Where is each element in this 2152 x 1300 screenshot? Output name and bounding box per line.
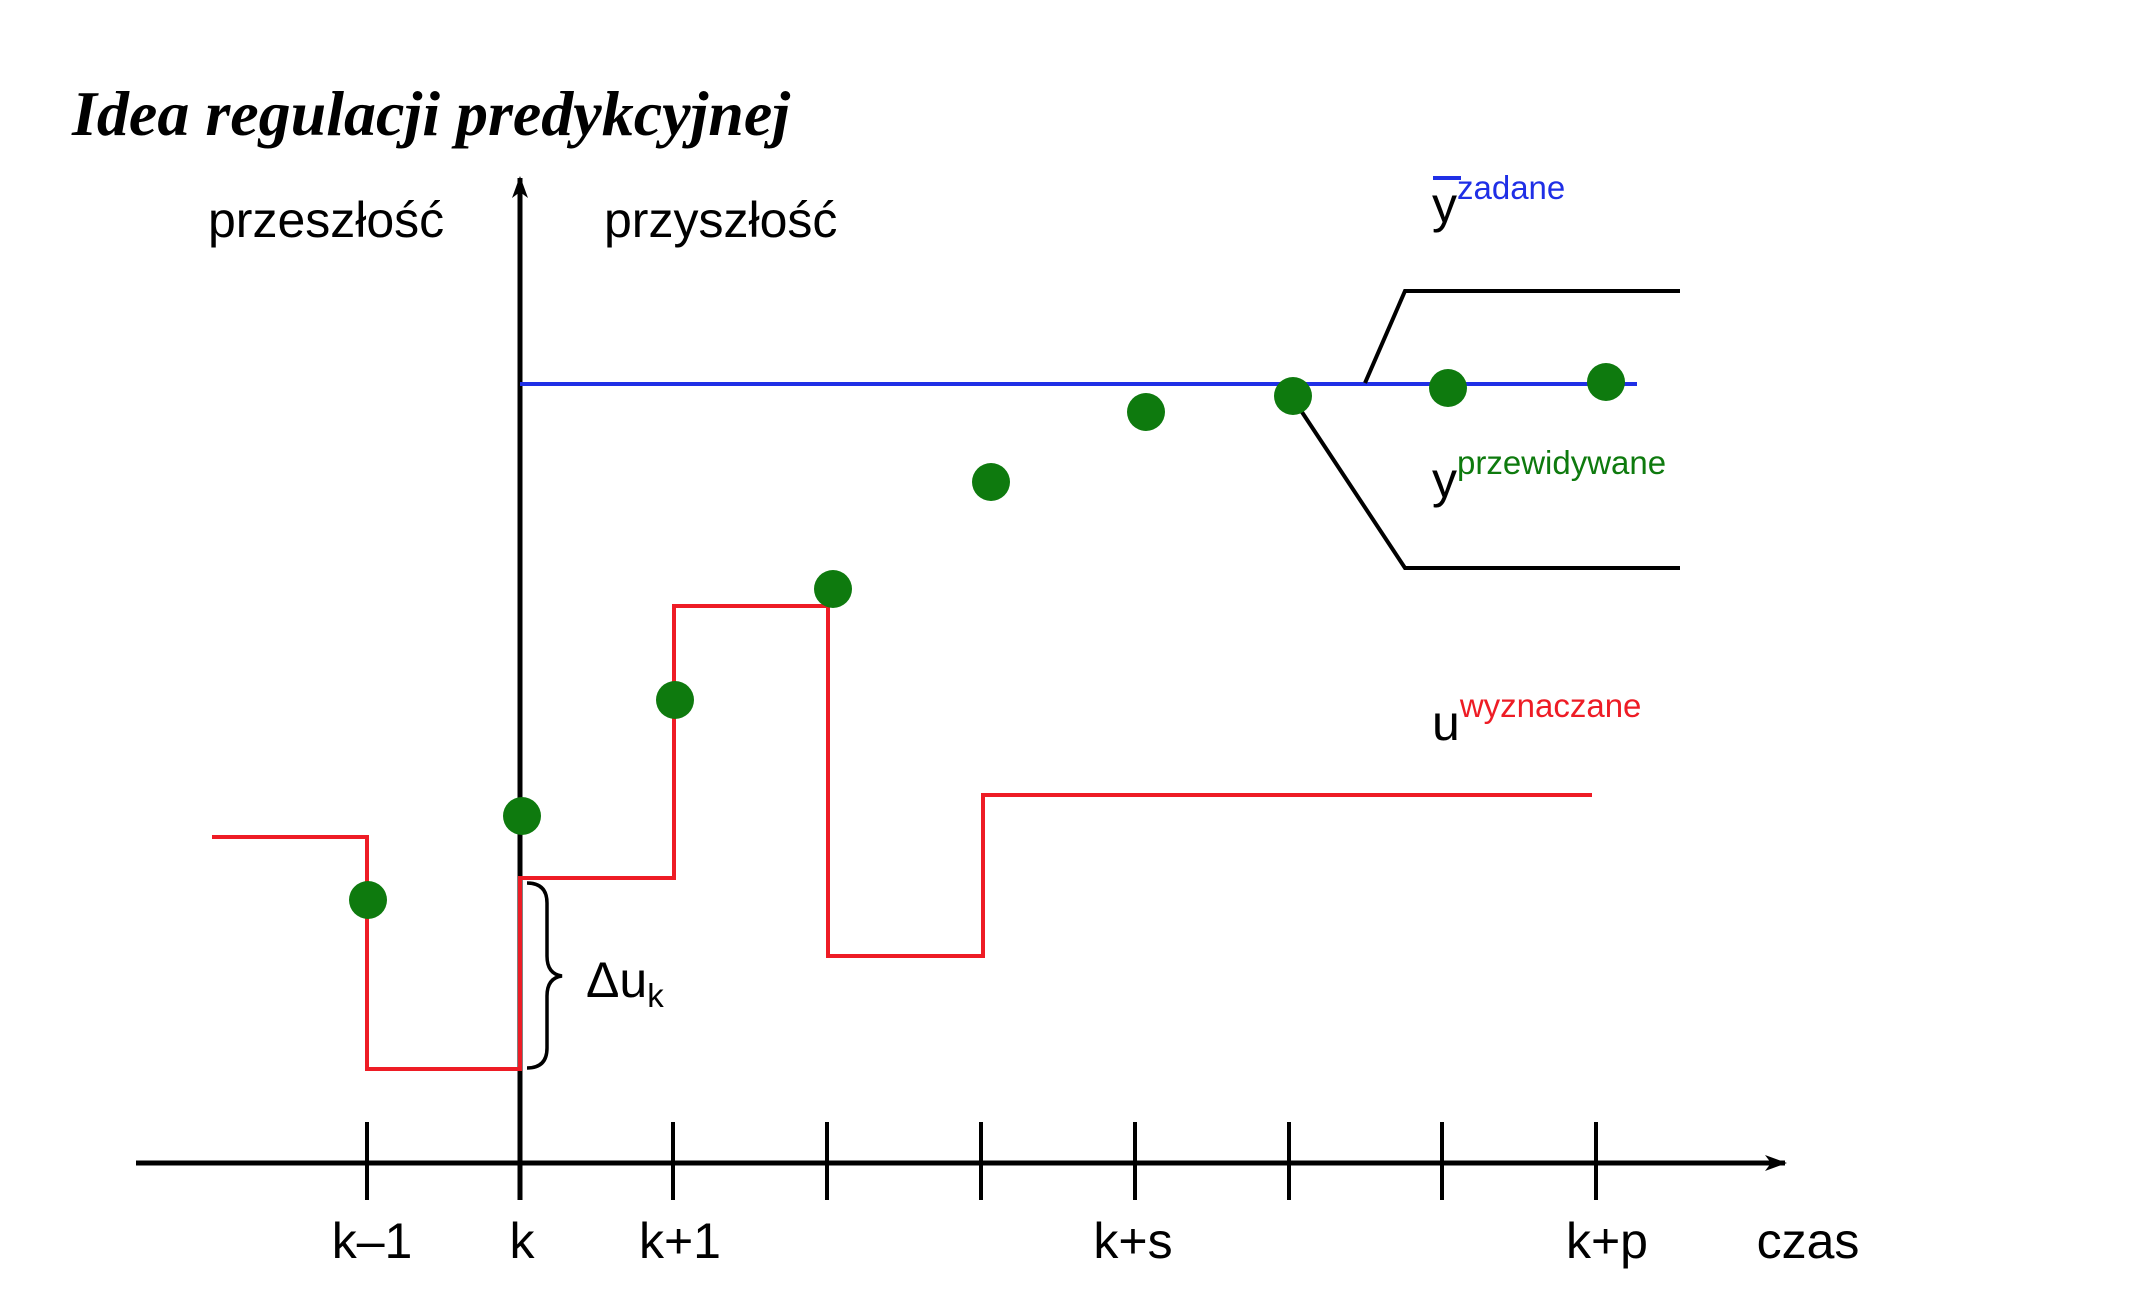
- funnel-lower-bound: [1290, 395, 1680, 570]
- legend-control: uwyznaczane: [1432, 687, 1641, 751]
- tick-marks: [365, 1122, 1598, 1200]
- tick-label-k-minus-1: k–1: [332, 1213, 413, 1269]
- funnel-upper-bound: [1363, 289, 1680, 384]
- tick-label-k-plus-p: k+p: [1566, 1213, 1648, 1269]
- predicted-point: [972, 463, 1010, 501]
- predicted-point: [1429, 369, 1467, 407]
- future-label: przyszłość: [604, 192, 837, 248]
- delta-u-label: Δuk: [586, 952, 664, 1014]
- predicted-point: [656, 681, 694, 719]
- tick-label-k: k: [510, 1213, 536, 1269]
- delta-brace: [526, 881, 563, 1070]
- predicted-point: [349, 881, 387, 919]
- tick-labels: k–1 k k+1 k+s k+p czas: [332, 1213, 1860, 1269]
- predicted-point: [1274, 377, 1312, 415]
- past-label: przeszłość: [208, 192, 444, 248]
- time-axis-label: czas: [1757, 1213, 1860, 1269]
- legend-setpoint: yzadane: [1432, 169, 1565, 233]
- predicted-point: [503, 797, 541, 835]
- predicted-point: [1587, 363, 1625, 401]
- tick-label-k-plus-1: k+1: [639, 1213, 721, 1269]
- control-signal-line: [212, 604, 1592, 1071]
- tick-label-k-plus-s: k+s: [1093, 1213, 1172, 1269]
- predicted-points: [349, 363, 1625, 919]
- diagram-title: Idea regulacji predykcyjnej: [71, 78, 790, 149]
- predicted-point: [814, 570, 852, 608]
- legend-predicted: yprzewidywane: [1432, 444, 1666, 508]
- predicted-point: [1127, 393, 1165, 431]
